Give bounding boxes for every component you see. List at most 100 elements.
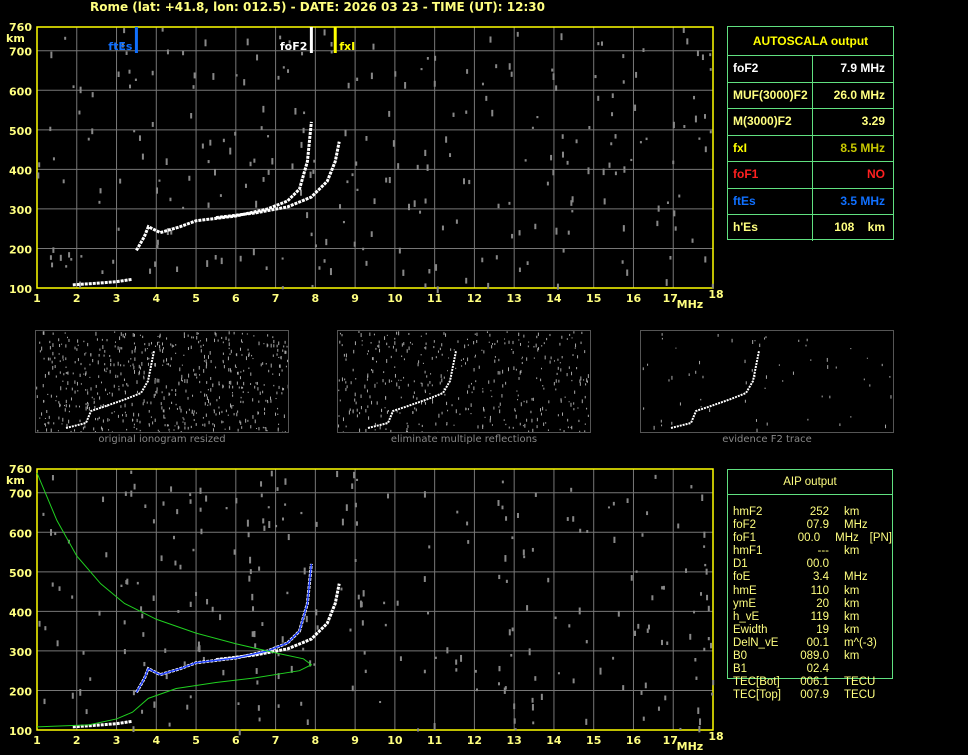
noise-dot [357,594,360,600]
aip-cell: --- [817,545,830,558]
noise-dot [189,493,192,497]
autoscala-row: M(3000)F2 3.29 [728,109,893,136]
noise-dot [701,494,704,502]
noise-dot [268,521,271,529]
noise-dot [323,259,326,263]
noise-dot [85,709,88,715]
noise-dot [698,137,701,140]
noise-dot [566,517,569,521]
noise-dot [707,605,710,612]
noise-dot [497,682,500,686]
noise-dot [622,54,625,59]
noise-dot [360,601,363,608]
x-tick-label: 1 [33,292,41,305]
noise-dot [536,116,539,119]
aip-cell: 00.0 [806,558,829,571]
noise-dot [570,200,573,206]
noise-dot [277,75,280,80]
noise-dot [316,625,319,630]
thumbnail-eliminate-multiple[interactable] [337,330,591,435]
y-tick-label: 200 [9,243,32,256]
noise-dot [261,622,264,626]
y-tick-label: 300 [9,646,32,659]
noise-dot [235,497,238,504]
x-tick-label: 13 [507,292,522,305]
x-tick-label: 16 [626,734,642,747]
noise-dot [78,281,81,288]
thumbnail-evidence-f2[interactable] [640,330,894,433]
noise-dot [80,255,83,258]
x-tick-label: 18 [708,730,723,743]
y-tick-label: 300 [9,204,32,217]
noise-dot [153,701,156,708]
noise-dot [275,524,278,528]
noise-dot [262,177,265,182]
noise-dot [634,630,637,636]
noise-dot [428,269,431,274]
noise-dot [256,680,259,685]
noise-dot [287,69,290,73]
noise-dot [132,726,135,733]
noise-dot [267,135,270,138]
aip-cell: 19 [816,623,829,636]
noise-dot [51,582,54,587]
noise-dot [284,478,287,485]
noise-dot [585,640,588,644]
noise-dot [176,266,179,272]
noise-dot [70,258,73,261]
noise-dot [514,728,517,731]
noise-dot [126,578,129,585]
autoscala-key: h'Es [728,215,813,241]
noise-dot [666,641,669,645]
noise-dot [622,225,625,232]
marker-label: fxI [339,40,355,53]
plot-frame [36,468,714,731]
noise-dot [133,130,136,133]
noise-dot [635,71,638,78]
trace-line [72,277,133,287]
noise-dot [597,42,600,46]
noise-dot [315,609,318,616]
noise-dot [68,252,71,258]
noise-dot [487,282,490,289]
noise-dot [466,521,469,526]
aip-cell: km [844,506,860,518]
trace-line [135,563,313,693]
noise-dot [623,166,626,173]
noise-dot [165,673,168,680]
noise-dot [54,532,57,536]
noise-dot [707,637,710,641]
noise-dot [547,577,550,583]
noise-dot [130,490,133,497]
noise-dot [712,679,715,686]
noise-dot [158,179,161,182]
noise-dot [78,110,81,115]
aip-row: D1 00.0 [733,558,892,571]
noise-dot [156,187,159,194]
aip-cell: km [844,584,860,597]
aip-cell: TECU [844,676,876,689]
noise-dot [416,164,419,170]
noise-dot [124,491,127,496]
trace-line [72,719,133,729]
x-tick-label: 10 [387,292,403,305]
aip-cell: 006.1 [800,676,829,689]
noise-dot [586,530,589,533]
noise-dot [164,648,167,653]
noise-dot [342,220,345,224]
noise-dot [555,227,558,235]
noise-dot [235,74,238,77]
thumbnail-original[interactable] [35,330,289,435]
noise-dot [456,510,459,514]
noise-dot [703,545,706,548]
x-tick-label: 6 [232,292,240,305]
aip-cell: km [844,623,860,636]
noise-dot [117,227,120,231]
noise-dot [611,112,614,117]
noise-dot [98,610,101,616]
noise-dot [206,598,209,605]
noise-dot [407,203,410,211]
noise-dot [641,533,644,537]
noise-dot [277,653,280,657]
noise-dot [354,559,357,562]
